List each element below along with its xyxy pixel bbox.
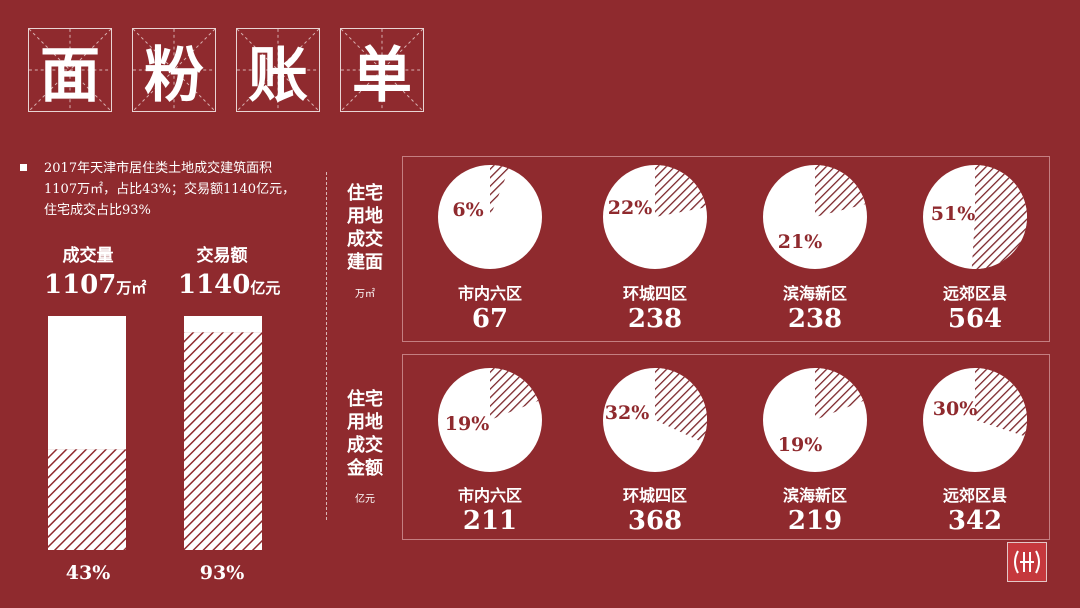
pie-chart: [923, 165, 1027, 269]
district-name: 市内六区: [457, 284, 522, 303]
stat-label-amount: 交易额: [196, 246, 248, 266]
title-char: 单: [352, 40, 412, 111]
title-char: 面: [40, 40, 100, 111]
district-name: 市内六区: [457, 486, 522, 505]
section-label-area: 住宅用地成交建面: [340, 182, 390, 274]
district-value: 564: [947, 304, 1003, 334]
pie-chart: [603, 165, 707, 269]
stat-label-volume: 成交量: [62, 246, 114, 266]
panel-area: [402, 156, 1050, 342]
pie-percent-label: 22%: [607, 197, 653, 219]
pie-percent-label: 19%: [777, 434, 823, 456]
pie-percent-label: 21%: [777, 231, 823, 253]
district-value: 238: [787, 304, 843, 334]
section-label-amount-text: 住宅用地成交金额: [347, 389, 383, 479]
logo-icon: [1007, 542, 1047, 582]
district-value: 67: [471, 304, 509, 334]
pie-percent-label: 30%: [932, 398, 978, 420]
bar-remainder: [48, 316, 126, 450]
district-name: 远郊区县: [942, 284, 1007, 303]
pie-chart: [763, 165, 867, 269]
pie-slice: [975, 368, 1027, 437]
district-name: 滨海新区: [782, 284, 847, 303]
title-char: 粉: [144, 40, 204, 111]
pie-slice: [815, 368, 864, 420]
pie-chart: [923, 368, 1027, 472]
district-name: 滨海新区: [782, 486, 847, 505]
panel-amount: [402, 354, 1050, 540]
pie-percent-label: 19%: [444, 413, 490, 435]
section-label-amount: 住宅用地成交金额: [340, 388, 390, 480]
district-value: 211: [462, 506, 518, 536]
pie-chart: [438, 165, 542, 269]
section-label-area-text: 住宅用地成交建面: [347, 183, 383, 273]
district-value: 238: [627, 304, 683, 334]
district-value: 219: [787, 506, 843, 536]
stat-bars: [48, 316, 262, 550]
description-text: 2017年天津市居住类土地成交建筑面积1107万㎡，占比43%；交易额1140亿…: [44, 161, 296, 218]
pie-slice: [490, 368, 539, 420]
title-char: 账: [248, 40, 308, 111]
pie-slice: [815, 165, 866, 217]
section-unit-amount: 亿元: [355, 494, 375, 505]
pie-slice: [971, 165, 1027, 269]
district-value: 342: [947, 506, 1003, 536]
pie-chart: [603, 368, 707, 472]
bar-remainder: [184, 316, 262, 333]
bar-share: [184, 332, 262, 550]
title-char-box-1: 面: [28, 28, 112, 112]
district-value: 368: [627, 506, 683, 536]
pie-chart: [763, 368, 867, 472]
district-name: 环城四区: [622, 486, 687, 505]
bullet-icon: [20, 164, 27, 171]
stat-value-volume: 1107万㎡: [44, 270, 147, 300]
district-name: 远郊区县: [942, 486, 1007, 505]
title-char-box-2: 粉: [132, 28, 216, 112]
pie-percent-label: 32%: [604, 402, 650, 424]
divider: [326, 172, 327, 520]
section-unit-area: 万㎡: [355, 289, 375, 300]
district-name: 环城四区: [622, 284, 687, 303]
bar-share: [48, 449, 126, 550]
pie-chart: [438, 368, 542, 472]
pie-slice: [490, 165, 510, 217]
title-char-box-4: 单: [340, 28, 424, 112]
pie-percent-label: 51%: [930, 203, 976, 225]
pie-slice: [655, 165, 707, 217]
stat-percent-amount: 93%: [199, 562, 245, 584]
stat-value-amount: 1140亿元: [178, 270, 281, 300]
pie-slice: [655, 368, 707, 443]
stat-percent-volume: 43%: [65, 562, 111, 584]
title-char-box-3: 账: [236, 28, 320, 112]
pie-percent-label: 6%: [452, 199, 484, 221]
